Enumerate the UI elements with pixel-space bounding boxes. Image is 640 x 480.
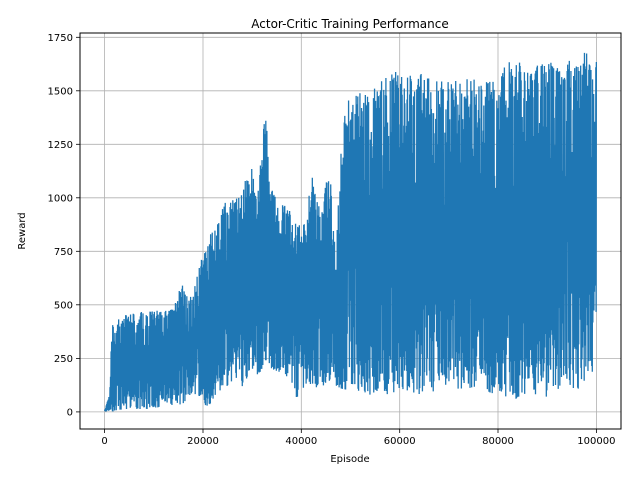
axis-ticks: 0 20000 40000 60000 80000 100000 0 250 500 750 100… — [48, 33, 616, 447]
x-axis-label: Episode — [330, 454, 369, 465]
y-tick-label: 1750 — [48, 33, 73, 44]
y-tick-label: 1500 — [48, 86, 73, 97]
plot-frame — [79, 32, 622, 430]
x-tick-label: 60000 — [384, 436, 416, 447]
y-tick-label: 750 — [54, 247, 73, 258]
y-tick-label: 1250 — [48, 140, 73, 151]
x-tick-label: 40000 — [285, 436, 317, 447]
series-reward — [103, 52, 598, 412]
x-tick-label: 0 — [101, 436, 107, 447]
y-tick-label: 250 — [54, 354, 73, 365]
y-tick-label: 500 — [54, 300, 73, 311]
x-tick-label: 80000 — [482, 436, 514, 447]
chart-title: Actor-Critic Training Performance — [251, 17, 448, 31]
x-tick-label: 100000 — [577, 436, 615, 447]
y-axis-label: Reward — [17, 212, 28, 249]
y-tick-label: 1000 — [48, 193, 73, 204]
y-tick-label: 0 — [67, 407, 73, 418]
x-tick-label: 20000 — [187, 436, 219, 447]
series-reward-line — [103, 52, 598, 412]
